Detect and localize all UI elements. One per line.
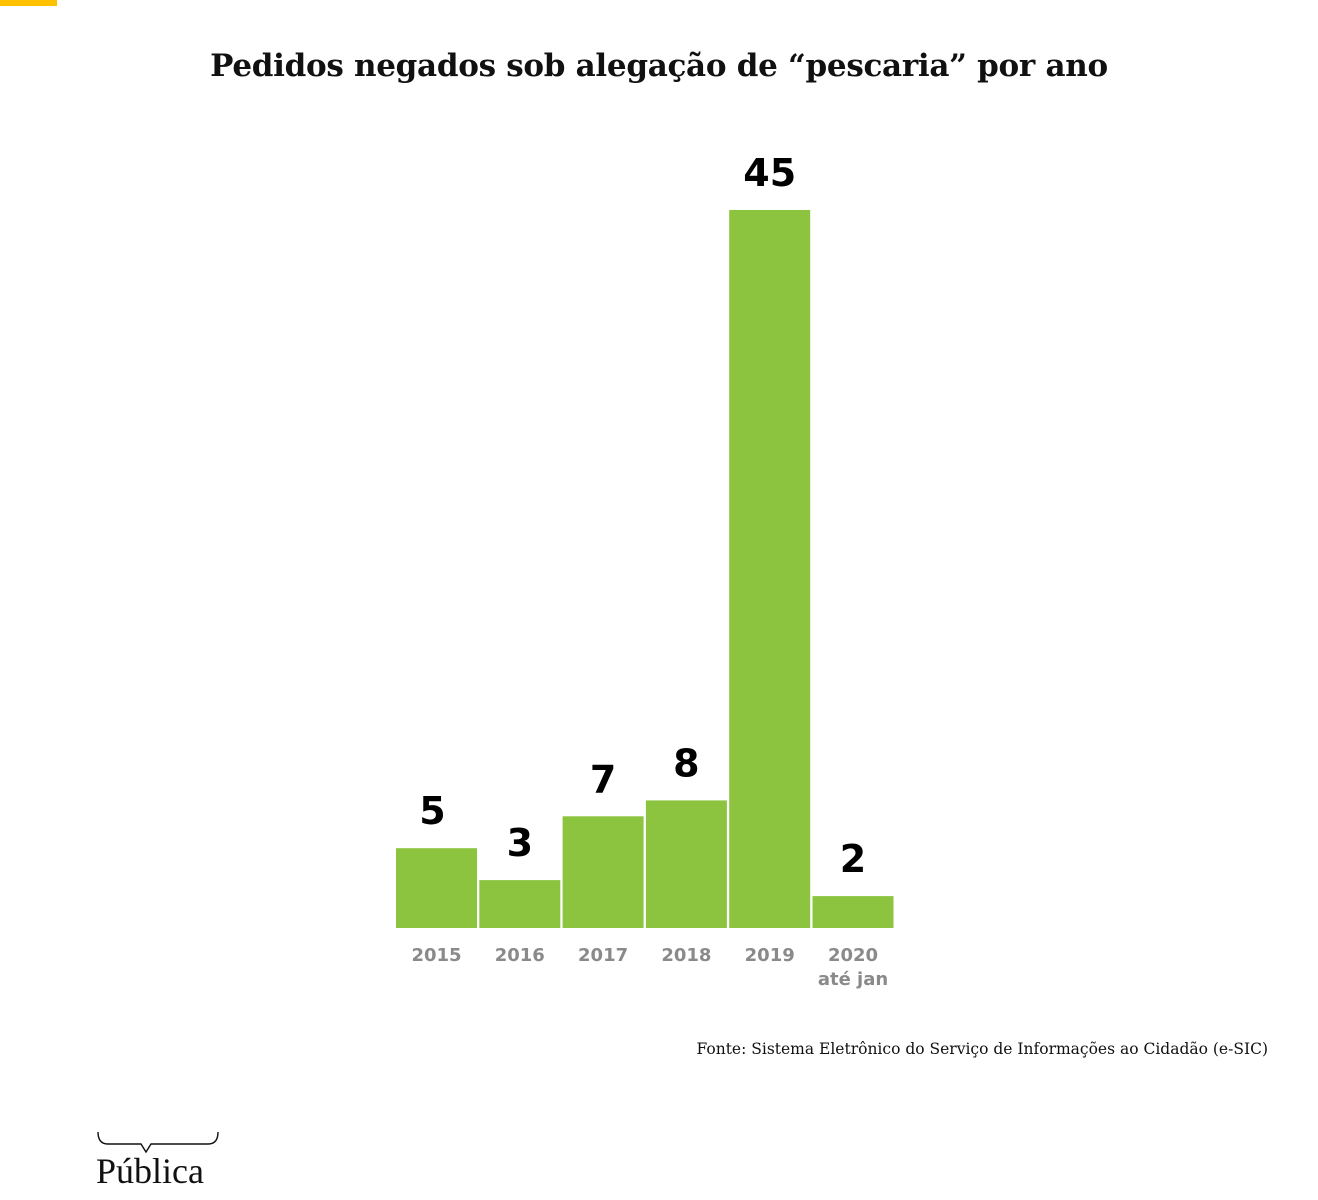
tick-label-2018: 2018	[661, 945, 711, 966]
accent-bar	[0, 0, 57, 6]
bars-group	[396, 210, 894, 928]
tick-labels-group: 2015 2016 2017 2018 2019 2020 até jan	[411, 945, 888, 990]
tick-label-2020: 2020	[828, 945, 878, 966]
value-label-2015: 5	[419, 789, 445, 833]
tick-label-2015: 2015	[411, 945, 461, 966]
value-label-2020: 2	[840, 837, 866, 881]
bar-chart: 5 3 7 8 45 2 2015 2016 2017 2018 2019 2020 até jan	[396, 151, 894, 990]
chart-title: Pedidos negados sob alegação de “pescari…	[210, 48, 1108, 84]
value-labels-group: 5 3 7 8 45 2	[419, 151, 866, 881]
bar-2018	[645, 800, 727, 928]
bar-2019	[729, 210, 811, 928]
logo-text: Pública	[96, 1151, 204, 1191]
tick-sublabel-2020: até jan	[818, 969, 888, 990]
tick-label-2016: 2016	[495, 945, 545, 966]
value-label-2019: 45	[743, 151, 796, 195]
source-note: Fonte: Sistema Eletrônico do Serviço de …	[696, 1040, 1268, 1058]
value-label-2017: 7	[590, 757, 616, 801]
value-label-2016: 3	[507, 821, 533, 865]
bar-2015	[396, 848, 477, 928]
publica-logo: Pública	[96, 1130, 226, 1192]
bar-2020	[812, 896, 894, 928]
bar-2017	[562, 816, 644, 928]
value-label-2018: 8	[673, 741, 699, 785]
tick-label-2019: 2019	[745, 945, 795, 966]
speech-bracket-icon	[97, 1131, 219, 1154]
bar-2016	[479, 880, 561, 928]
tick-label-2017: 2017	[578, 945, 628, 966]
